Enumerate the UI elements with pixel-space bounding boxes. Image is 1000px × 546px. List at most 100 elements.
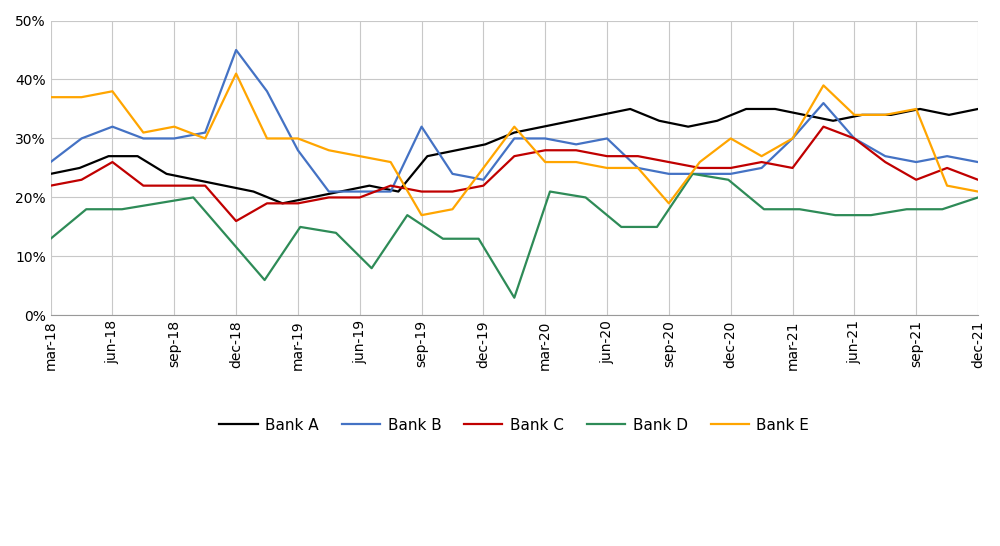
Bank A — [972, 106, 984, 112]
Bank C — [632, 153, 644, 159]
Bank C — [354, 194, 366, 201]
Bank A — [827, 117, 839, 124]
Bank D — [473, 235, 485, 242]
Bank C — [292, 200, 304, 206]
Bank D — [116, 206, 128, 212]
Bank B — [941, 153, 953, 159]
Bank E — [323, 147, 335, 153]
Bank C — [137, 182, 149, 189]
Line: Bank A: Bank A — [51, 109, 978, 203]
Bank D — [508, 294, 520, 301]
Bank A — [479, 141, 491, 147]
Bank E — [45, 94, 57, 100]
Bank B — [725, 170, 737, 177]
Bank B — [632, 165, 644, 171]
Bank D — [936, 206, 948, 212]
Bank B — [323, 188, 335, 195]
Bank B — [756, 165, 768, 171]
Bank B — [385, 188, 397, 195]
Bank E — [416, 212, 428, 218]
Bank D — [544, 188, 556, 195]
Bank C — [570, 147, 582, 153]
Bank B — [817, 100, 829, 106]
Bank E — [106, 88, 118, 94]
Bank E — [354, 153, 366, 159]
Bank A — [566, 117, 578, 124]
Bank D — [366, 265, 378, 271]
Bank C — [972, 176, 984, 183]
Bank D — [829, 212, 841, 218]
Bank C — [199, 182, 211, 189]
Bank A — [247, 188, 259, 195]
Bank B — [539, 135, 551, 142]
Bank E — [385, 159, 397, 165]
Bank A — [508, 129, 520, 136]
Bank E — [76, 94, 88, 100]
Bank D — [259, 277, 271, 283]
Bank A — [74, 165, 86, 171]
Bank A — [769, 106, 781, 112]
Bank A — [334, 188, 346, 195]
Bank D — [687, 170, 699, 177]
Bank C — [106, 159, 118, 165]
Bank A — [537, 123, 549, 130]
Bank E — [570, 159, 582, 165]
Bank C — [817, 123, 829, 130]
Line: Bank E: Bank E — [51, 74, 978, 215]
Bank B — [76, 135, 88, 142]
Bank E — [508, 123, 520, 130]
Bank C — [910, 176, 922, 183]
Bank B — [508, 135, 520, 142]
Bank D — [45, 235, 57, 242]
Bank C — [477, 182, 489, 189]
Line: Bank D: Bank D — [51, 174, 978, 298]
Bank A — [711, 117, 723, 124]
Bank A — [914, 106, 926, 112]
Bank C — [694, 165, 706, 171]
Bank D — [651, 224, 663, 230]
Bank D — [758, 206, 770, 212]
Bank B — [663, 170, 675, 177]
Bank D — [794, 206, 806, 212]
Bank E — [756, 153, 768, 159]
Bank D — [80, 206, 92, 212]
Bank E — [632, 165, 644, 171]
Bank B — [199, 129, 211, 136]
Bank D — [580, 194, 592, 201]
Bank A — [885, 111, 897, 118]
Bank E — [941, 182, 953, 189]
Bank B — [137, 135, 149, 142]
Bank B — [477, 176, 489, 183]
Bank D — [722, 176, 734, 183]
Bank A — [161, 170, 173, 177]
Bank C — [787, 165, 799, 171]
Bank C — [663, 159, 675, 165]
Bank B — [416, 123, 428, 130]
Legend: Bank A, Bank B, Bank C, Bank D, Bank E: Bank A, Bank B, Bank C, Bank D, Bank E — [213, 412, 815, 439]
Bank A — [421, 153, 433, 159]
Bank A — [450, 147, 462, 153]
Bank A — [45, 170, 57, 177]
Bank C — [848, 135, 860, 142]
Bank D — [223, 235, 235, 242]
Bank D — [865, 212, 877, 218]
Bank C — [879, 159, 891, 165]
Bank B — [972, 159, 984, 165]
Bank A — [305, 194, 317, 201]
Bank A — [190, 176, 202, 183]
Bank C — [323, 194, 335, 201]
Bank E — [601, 165, 613, 171]
Bank A — [392, 188, 404, 195]
Bank B — [261, 88, 273, 94]
Bank A — [682, 123, 694, 130]
Bank E — [261, 135, 273, 142]
Bank B — [910, 159, 922, 165]
Line: Bank C: Bank C — [51, 127, 978, 221]
Bank E — [725, 135, 737, 142]
Bank C — [725, 165, 737, 171]
Bank E — [137, 129, 149, 136]
Bank B — [168, 135, 180, 142]
Bank D — [152, 200, 164, 206]
Bank A — [276, 200, 288, 206]
Bank A — [595, 111, 607, 118]
